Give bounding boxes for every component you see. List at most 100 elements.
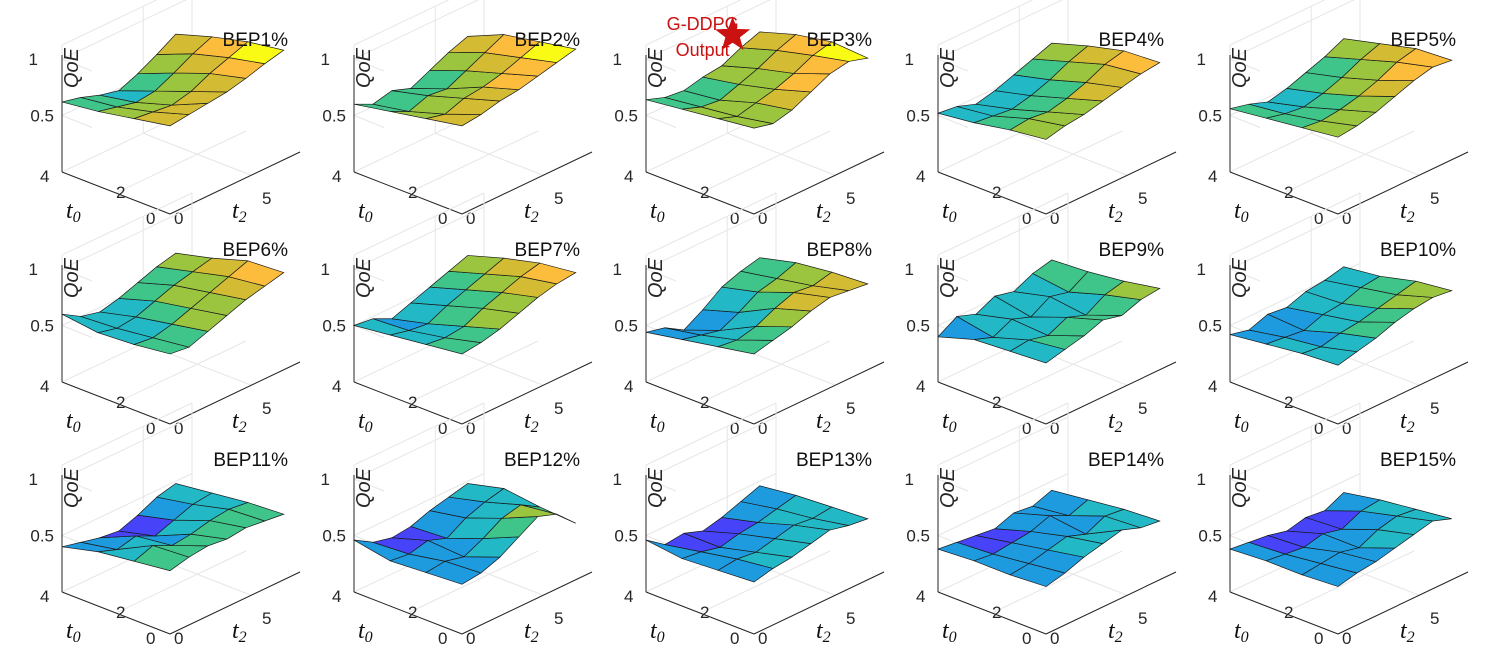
t2-tick-label: 5 xyxy=(262,609,271,628)
t0-axis-line xyxy=(1229,381,1339,425)
t0-tick-label: 4 xyxy=(40,587,49,606)
t2-tick-label: 0 xyxy=(758,209,767,228)
panel-axes xyxy=(645,475,885,635)
gridline xyxy=(645,206,777,270)
t0-tick-label: 0 xyxy=(1314,629,1323,648)
t2-axis-label: t2 xyxy=(232,198,247,226)
t0-axis-label: t0 xyxy=(942,198,957,226)
annotation-label-line2: Output xyxy=(676,40,730,60)
t2-tick-label: 5 xyxy=(262,399,271,418)
t2-axis-label: t2 xyxy=(1400,198,1415,226)
gridline xyxy=(937,0,1034,46)
panel-title: BEP15% xyxy=(1380,450,1456,471)
z-tick-label: 1 xyxy=(321,50,330,69)
surface-mesh xyxy=(936,42,1161,140)
t0-tick-label: 4 xyxy=(916,587,925,606)
z-tick-label: 0.5 xyxy=(906,107,930,126)
panel-title: BEP2% xyxy=(515,30,581,51)
t0-axis-label: t0 xyxy=(650,198,665,226)
t2-axis-label: t2 xyxy=(816,198,831,226)
gridline xyxy=(699,340,831,404)
t0-tick-label: 2 xyxy=(700,183,709,202)
z-tick-label: 1 xyxy=(321,470,330,489)
t0-axis-label: t0 xyxy=(1234,408,1249,436)
panel-title: BEP12% xyxy=(504,450,580,471)
gridline xyxy=(353,58,385,72)
gridline xyxy=(699,130,831,194)
gridline xyxy=(353,473,485,536)
t2-tick-label: 5 xyxy=(262,189,271,208)
panel-title: BEP10% xyxy=(1380,240,1456,261)
panel-title: BEP1% xyxy=(223,30,289,51)
t2-tick-label: 5 xyxy=(1138,609,1147,628)
z-tick-label: 1 xyxy=(613,50,622,69)
z-axis-label: QoE xyxy=(937,467,959,508)
t2-tick-label: 0 xyxy=(758,419,767,438)
t2-tick-label: 5 xyxy=(1430,399,1439,418)
t0-tick-label: 2 xyxy=(992,183,1001,202)
z-tick-label: 0.5 xyxy=(906,527,930,546)
t0-axis-line xyxy=(61,591,171,635)
panel-axes xyxy=(1229,475,1469,635)
gridline xyxy=(937,268,969,282)
surface-face xyxy=(1323,266,1381,288)
z-tick-label: 1 xyxy=(1197,260,1206,279)
t2-tick-label: 0 xyxy=(758,629,767,648)
gridline xyxy=(1229,402,1361,466)
gridline xyxy=(645,268,677,282)
surface-mesh xyxy=(1229,38,1453,138)
t0-axis-line xyxy=(1229,171,1339,215)
t0-tick-label: 4 xyxy=(624,377,633,396)
t0-axis-line xyxy=(937,171,1047,215)
t0-axis-line xyxy=(353,171,463,215)
gridline xyxy=(353,192,485,256)
t2-tick-label: 5 xyxy=(554,189,563,208)
t0-tick-label: 4 xyxy=(916,167,925,186)
t2-axis-label: t2 xyxy=(1400,408,1415,436)
gridline xyxy=(61,478,93,492)
gridline xyxy=(353,268,385,282)
t0-axis-line xyxy=(1229,591,1339,635)
z-tick-label: 0.5 xyxy=(1198,317,1222,336)
gridline xyxy=(937,192,1069,256)
gridline xyxy=(937,0,1063,60)
t2-axis-label: t2 xyxy=(232,618,247,646)
z-axis-label: QoE xyxy=(61,467,83,508)
t0-tick-label: 0 xyxy=(1314,419,1323,438)
t0-axis-label: t0 xyxy=(650,618,665,646)
t2-axis-label: t2 xyxy=(1400,618,1415,646)
t0-tick-label: 2 xyxy=(408,393,417,412)
z-tick-label: 1 xyxy=(905,50,914,69)
t2-tick-label: 5 xyxy=(554,609,563,628)
z-tick-label: 1 xyxy=(1197,470,1206,489)
t2-tick-label: 5 xyxy=(1138,399,1147,418)
t0-tick-label: 2 xyxy=(116,183,125,202)
gridline xyxy=(1229,268,1261,282)
t0-tick-label: 4 xyxy=(332,377,341,396)
annotation-label-line1: G-DDPG xyxy=(667,14,739,34)
surface-face xyxy=(1031,42,1089,63)
t0-axis-line xyxy=(645,171,755,215)
gridline xyxy=(353,416,485,480)
t0-axis-label: t0 xyxy=(66,618,81,646)
gridline xyxy=(61,0,158,46)
gridline xyxy=(407,340,539,404)
t0-tick-label: 2 xyxy=(116,393,125,412)
t0-tick-label: 2 xyxy=(116,603,125,622)
t0-axis-label: t0 xyxy=(66,408,81,436)
t2-tick-label: 0 xyxy=(174,209,183,228)
z-tick-label: 1 xyxy=(905,470,914,489)
t2-axis-line xyxy=(1045,571,1177,635)
surface-face xyxy=(155,252,213,273)
t0-tick-label: 0 xyxy=(1314,209,1323,228)
t0-axis-line xyxy=(937,591,1047,635)
t0-tick-label: 0 xyxy=(146,419,155,438)
gridline xyxy=(991,550,1123,614)
surface-mesh xyxy=(645,485,869,583)
panel-axes xyxy=(61,475,301,635)
t0-tick-label: 4 xyxy=(916,377,925,396)
t0-tick-label: 4 xyxy=(1208,587,1217,606)
